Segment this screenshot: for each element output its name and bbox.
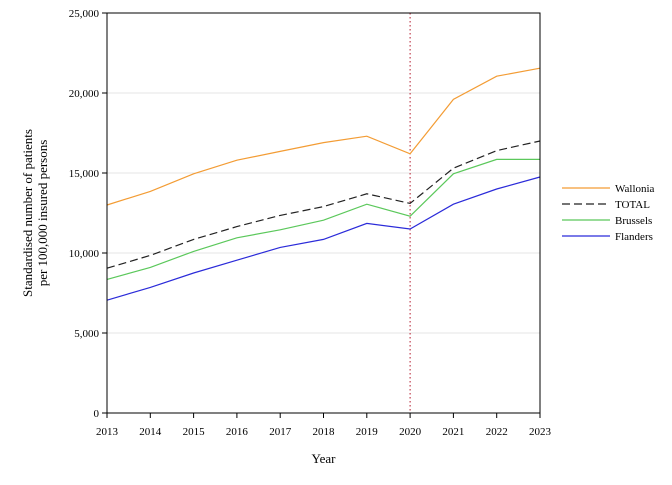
- x-tick-label: 2020: [399, 426, 422, 438]
- x-tick-label: 2017: [269, 426, 292, 438]
- y-tick-label: 10,000: [69, 248, 100, 260]
- plot-frame: [106, 12, 541, 414]
- y-tick-label: 20,000: [69, 88, 100, 100]
- y-tick-label: 0: [94, 408, 100, 420]
- y-axis-title: Standardised number of patientsper 100,0…: [20, 129, 50, 297]
- x-tick-label: 2022: [486, 426, 508, 438]
- x-tick-label: 2015: [183, 426, 206, 438]
- y-axis-title-line: per 100,000 insured persons: [35, 140, 50, 287]
- legend-label: Brussels: [615, 215, 652, 227]
- x-tick-label: 2019: [356, 426, 379, 438]
- series-line-wallonia: [106, 67, 541, 206]
- legend-label: TOTAL: [615, 199, 650, 211]
- series-line-flanders: [106, 176, 541, 301]
- x-tick-label: 2018: [313, 426, 336, 438]
- y-tick-label: 25,000: [69, 8, 100, 20]
- legend: Wallonia TOTAL Brussels Flanders: [562, 183, 655, 243]
- y-tick-label: 15,000: [69, 168, 100, 180]
- x-tick-label: 2016: [226, 426, 249, 438]
- x-axis: 2013 2014 2015 2016 2017 2018 2019 2020 2021 2022…: [96, 413, 552, 438]
- legend-label: Flanders: [615, 231, 653, 243]
- series-line-total: [106, 140, 541, 269]
- x-axis-title: Year: [312, 451, 337, 466]
- x-tick-label: 2013: [96, 426, 119, 438]
- y-axis-title-line: Standardised number of patients: [20, 129, 35, 297]
- x-tick-label: 2023: [529, 426, 552, 438]
- x-tick-label: 2014: [139, 426, 162, 438]
- series-group: [106, 67, 541, 301]
- y-axis: 0 5,000 10,000 15,000 20,000 25,000: [69, 8, 107, 420]
- y-tick-label: 5,000: [74, 328, 99, 340]
- grid: [107, 92, 540, 334]
- x-tick-label: 2021: [442, 426, 464, 438]
- series-line-brussels: [106, 158, 540, 280]
- legend-label: Wallonia: [615, 183, 655, 195]
